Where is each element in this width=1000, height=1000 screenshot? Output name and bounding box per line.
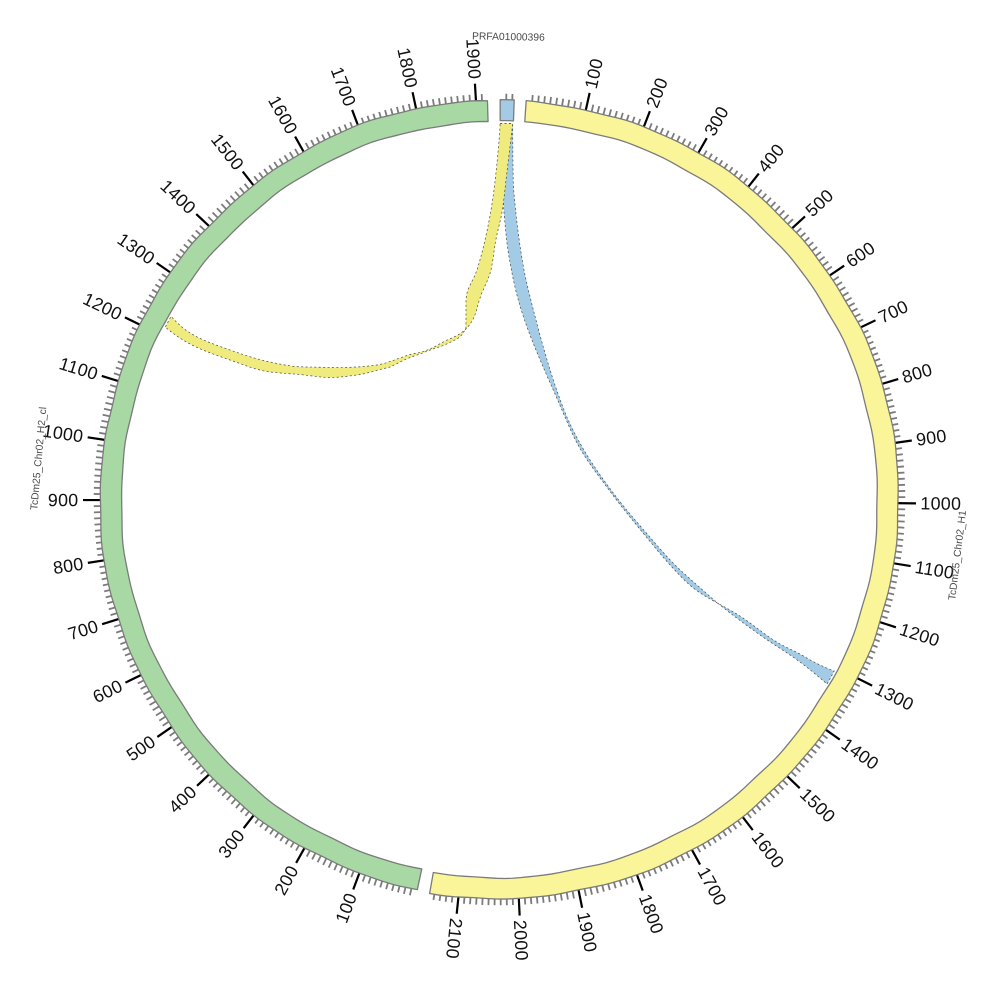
svg-text:800: 800 [52,554,85,578]
svg-text:2000: 2000 [510,920,532,962]
svg-text:900: 900 [48,490,79,510]
svg-text:1000: 1000 [920,493,961,513]
svg-text:2100: 2100 [442,917,466,960]
svg-text:PRFA01000396: PRFA01000396 [472,31,545,43]
svg-text:1900: 1900 [462,38,484,80]
svg-text:900: 900 [915,426,948,450]
